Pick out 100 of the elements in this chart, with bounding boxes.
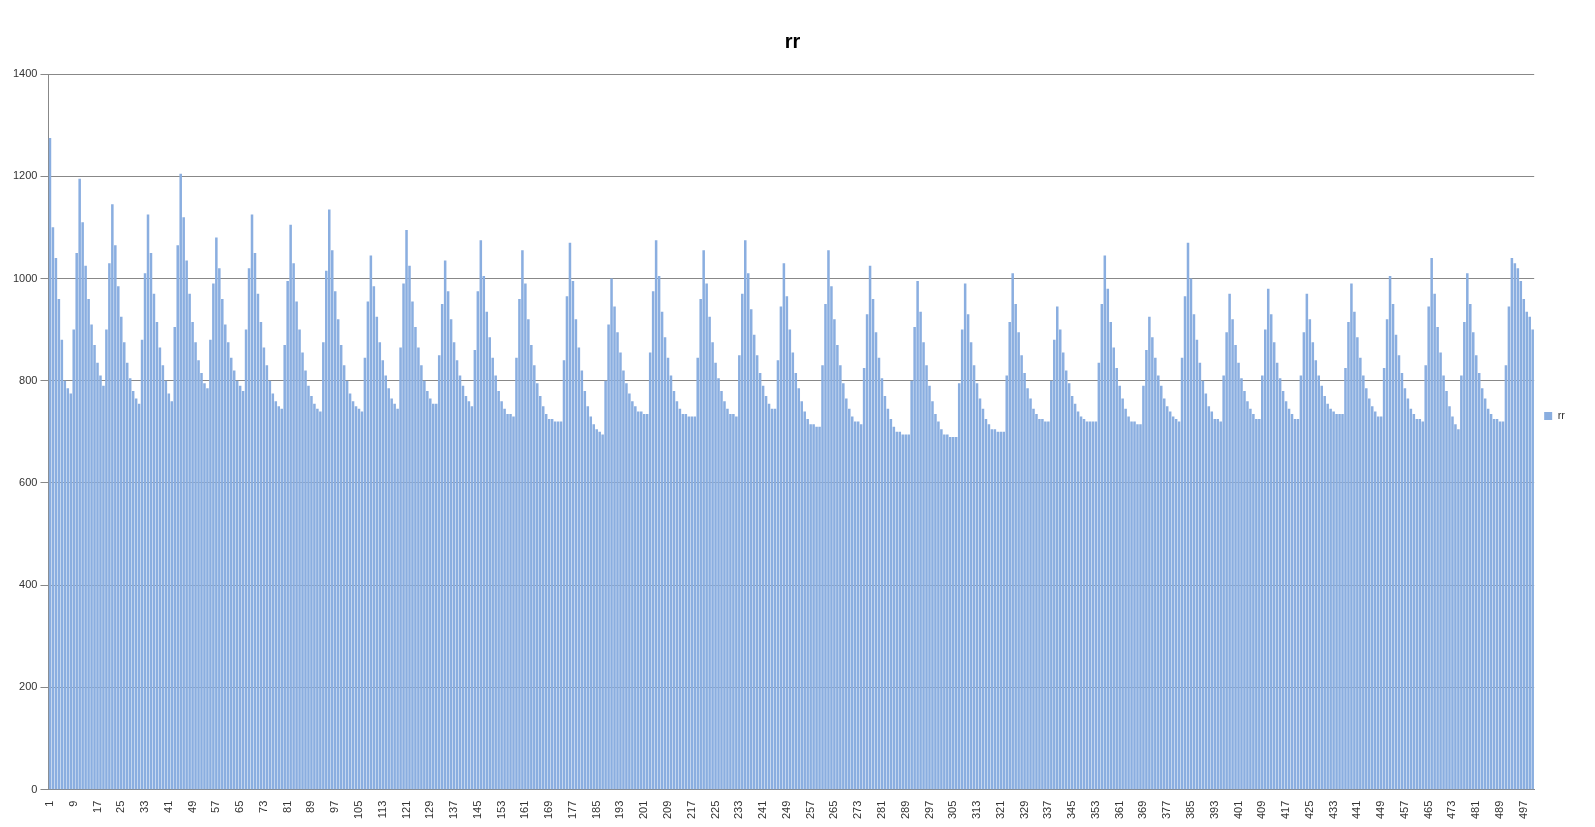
y-tick-label: 1400: [12, 67, 38, 80]
y-tick-label: 400: [19, 578, 38, 591]
x-tick-label: 361: [1112, 800, 1125, 820]
y-tick-label: 800: [19, 373, 38, 386]
bar: [946, 434, 949, 790]
x-tick-label: 201: [637, 800, 650, 820]
x-tick-label: 441: [1350, 800, 1363, 820]
x-tick-label: 137: [447, 800, 460, 820]
bar: [1228, 293, 1231, 790]
x-tick-label: 385: [1184, 800, 1197, 820]
bar: [1430, 258, 1433, 790]
bar: [1338, 413, 1341, 790]
bar: [1332, 411, 1335, 790]
x-tick-label: 433: [1326, 800, 1339, 820]
y-tick-label: 200: [19, 680, 38, 693]
bar: [328, 209, 331, 790]
bar: [1056, 306, 1059, 790]
x-tick-label: 225: [708, 800, 721, 820]
x-tick-label: 177: [565, 800, 578, 820]
bar: [1329, 408, 1332, 790]
y-tick-label: 0: [31, 782, 38, 795]
x-tick-label: 305: [946, 800, 959, 820]
x-tick-label: 353: [1088, 800, 1101, 820]
bar: [1044, 421, 1047, 790]
bar: [640, 411, 643, 790]
x-tick-label: 193: [613, 800, 626, 820]
y-tick-label: 600: [19, 475, 38, 488]
x-tick-label: 265: [827, 800, 840, 820]
bar: [506, 413, 509, 790]
x-tick-label: 297: [922, 800, 935, 820]
x-tick-label: 409: [1255, 800, 1268, 820]
x-tick-label: 217: [684, 800, 697, 820]
x-tick-label: 369: [1136, 800, 1149, 820]
x-tick-label: 49: [185, 800, 198, 813]
x-tick-label: 153: [494, 800, 507, 820]
x-tick-label: 313: [970, 800, 983, 820]
x-tick-label: 89: [304, 800, 317, 813]
bar: [521, 250, 524, 790]
bar: [1011, 273, 1014, 790]
x-tick-label: 97: [328, 800, 341, 813]
y-tick-label: 1200: [12, 169, 38, 182]
bar: [1041, 419, 1044, 790]
x-tick-label: 241: [756, 800, 769, 820]
x-tick-label: 113: [375, 800, 388, 819]
bar: [432, 403, 435, 790]
bar: [111, 204, 114, 790]
x-tick-label: 497: [1516, 800, 1529, 820]
bar: [1252, 413, 1255, 790]
bar: [744, 240, 747, 790]
x-tick-label: 465: [1421, 800, 1434, 820]
x-tick-label: 145: [470, 800, 483, 820]
bar: [815, 426, 818, 790]
bar: [732, 413, 735, 790]
x-tick-label: 33: [138, 800, 151, 813]
bar: [1148, 316, 1151, 790]
x-tick-label: 393: [1207, 800, 1220, 820]
x-tick-label: 457: [1397, 800, 1410, 820]
bar: [1350, 283, 1353, 790]
bar: [916, 281, 919, 790]
x-tick-label: 209: [661, 800, 674, 820]
x-tick-label: 17: [90, 800, 103, 813]
x-tick-label: 25: [114, 800, 127, 813]
x-tick-label: 257: [803, 800, 816, 820]
bar: [949, 436, 952, 790]
x-tick-label: 249: [779, 800, 792, 820]
bar: [316, 408, 319, 790]
bar: [215, 237, 218, 790]
x-tick-label: 417: [1279, 800, 1292, 820]
x-tick-label: 121: [399, 800, 412, 820]
bar: [904, 434, 907, 790]
x-tick-label: 489: [1493, 800, 1506, 820]
x-tick-label: 401: [1231, 800, 1244, 820]
x-tick-label: 473: [1445, 800, 1458, 820]
bar: [1528, 316, 1531, 790]
x-tick-label: 289: [898, 800, 911, 820]
x-tick-label: 233: [732, 800, 745, 820]
x-tick-label: 425: [1302, 800, 1315, 820]
legend-label: rr: [1557, 409, 1566, 422]
bar: [729, 413, 732, 790]
bar: [610, 278, 613, 790]
bar: [78, 178, 81, 790]
x-tick-label: 129: [423, 800, 436, 820]
bar: [1335, 413, 1338, 790]
x-tick-label: 481: [1469, 800, 1482, 820]
bar: [393, 403, 396, 790]
bar: [179, 173, 182, 790]
x-tick-label: 57: [209, 800, 222, 813]
x-tick-label: 105: [352, 800, 365, 820]
x-tick-label: 345: [1065, 800, 1078, 820]
x-tick-label: 81: [280, 800, 293, 813]
x-tick-label: 329: [1017, 800, 1030, 820]
x-tick-label: 41: [161, 800, 174, 813]
bar: [598, 431, 601, 790]
y-tick-label: 1000: [12, 271, 38, 284]
bar: [702, 250, 705, 790]
x-tick-label: 273: [851, 800, 864, 820]
bar: [1466, 273, 1469, 790]
x-tick-label: 377: [1160, 800, 1173, 820]
chart-title: rr: [784, 29, 801, 52]
bar: [827, 250, 830, 790]
